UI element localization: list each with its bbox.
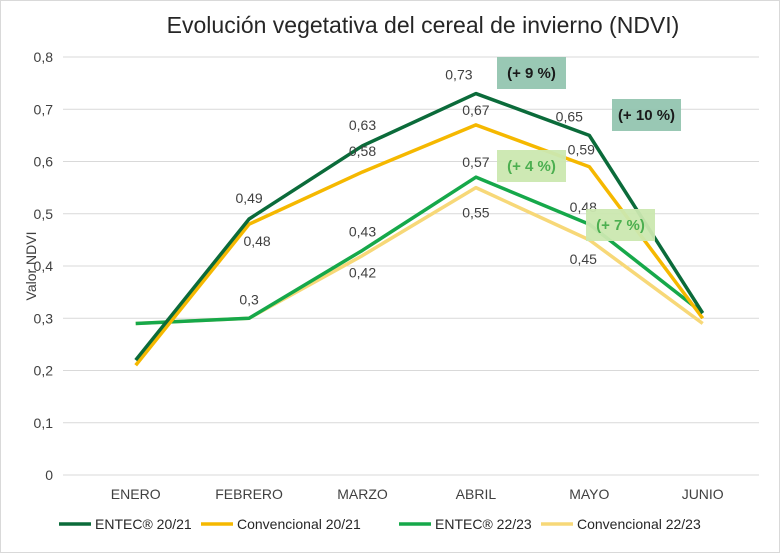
annotation-label: (+ 7 %) [596, 217, 645, 234]
x-tick-label: ABRIL [456, 486, 497, 502]
x-tick-label: JUNIO [682, 486, 724, 502]
chart-title: Evolución vegetativa del cereal de invie… [167, 12, 680, 38]
data-label: 0,48 [243, 233, 270, 249]
legend-label: Convencional 20/21 [237, 516, 361, 532]
data-label: 0,58 [349, 143, 376, 159]
y-tick-label: 0,1 [34, 415, 54, 431]
legend-label: ENTEC® 22/23 [435, 516, 532, 532]
y-tick-label: 0,7 [34, 101, 54, 117]
x-tick-label: MARZO [337, 486, 388, 502]
annotation-box [586, 209, 655, 241]
data-label: 0,43 [349, 223, 376, 239]
x-tick-label: MAYO [569, 486, 609, 502]
data-label: 0,59 [568, 142, 595, 158]
series-line-1 [134, 123, 705, 367]
y-tick-label: 0 [45, 467, 53, 483]
annotation-box [612, 99, 681, 131]
y-axis-label: Valor NDVI [23, 232, 39, 301]
annotation-box [497, 150, 566, 182]
x-tick-label: ENERO [111, 486, 161, 502]
data-label: 0,57 [462, 154, 489, 170]
y-tick-label: 0,4 [34, 258, 54, 274]
data-label: 0,65 [556, 108, 583, 124]
y-tick-label: 0,3 [34, 310, 54, 326]
data-label: 0,3 [239, 291, 259, 307]
legend-label: Convencional 22/23 [577, 516, 701, 532]
data-label: 0,42 [349, 265, 376, 281]
data-label: 0,45 [570, 251, 597, 267]
y-tick-label: 0,5 [34, 206, 54, 222]
series-line-2 [135, 175, 704, 326]
data-label: 0,55 [462, 205, 489, 221]
x-tick-label: FEBRERO [215, 486, 283, 502]
series-line-0 [134, 91, 705, 362]
annotation-box [497, 57, 566, 89]
data-label: 0,49 [235, 190, 262, 206]
y-tick-label: 0,2 [34, 363, 54, 379]
annotation-label: (+ 9 %) [507, 65, 556, 82]
data-label: 0,67 [462, 102, 489, 118]
data-label: 0,63 [349, 117, 376, 133]
y-tick-label: 0,6 [34, 154, 54, 170]
annotation-label: (+ 10 %) [618, 107, 675, 124]
data-label: 0,73 [445, 67, 472, 83]
legend-label: ENTEC® 20/21 [95, 516, 192, 532]
y-tick-label: 0,8 [34, 49, 54, 65]
annotation-label: (+ 4 %) [507, 158, 556, 175]
